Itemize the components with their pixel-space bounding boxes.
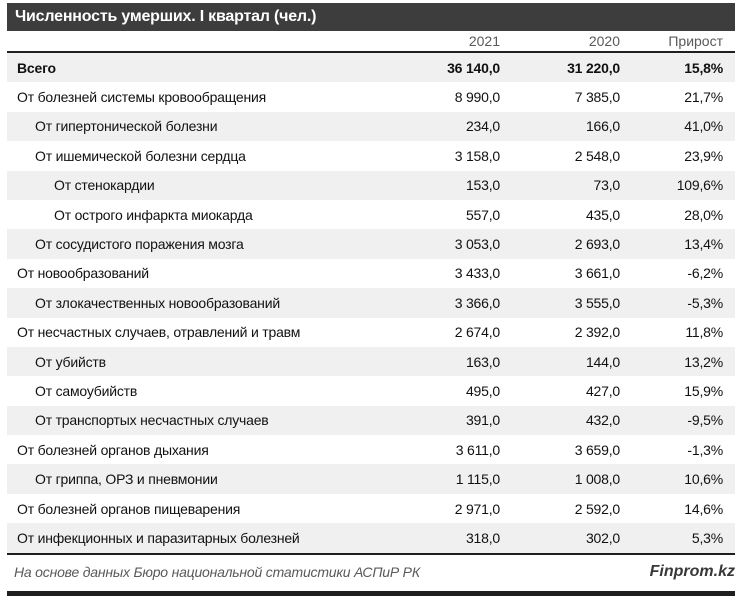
table-row: От гриппа, ОРЗ и пневмонии 1 115,0 1 008,0… bbox=[7, 464, 735, 494]
value-growth: -9,5% bbox=[687, 412, 723, 429]
table-row: От инфекционных и паразитарных болезней 3… bbox=[7, 523, 735, 553]
value-2021: 3 158,0 bbox=[454, 147, 501, 164]
row-label: От инфекционных и паразитарных болезней bbox=[17, 529, 300, 546]
value-2020: 2 693,0 bbox=[574, 236, 621, 253]
row-label: От гипертонической болезни bbox=[35, 118, 218, 135]
row-label: От сосудистого поражения мозга bbox=[35, 236, 244, 253]
value-2021: 3 366,0 bbox=[454, 294, 501, 311]
value-2021: 36 140,0 bbox=[447, 59, 500, 76]
value-2020: 3 659,0 bbox=[574, 441, 621, 458]
value-2020: 427,0 bbox=[585, 382, 620, 399]
value-2020: 1 008,0 bbox=[574, 471, 621, 488]
value-growth: 11,8% bbox=[685, 324, 723, 341]
row-label: От болезней системы кровообращения bbox=[17, 89, 267, 106]
column-header-2020: 2020 bbox=[588, 33, 620, 49]
value-2020: 166,0 bbox=[585, 118, 620, 135]
value-growth: 21,7% bbox=[684, 89, 723, 106]
table-row: От новообразований 3 433,0 3 661,0 -6,2% bbox=[7, 258, 735, 289]
column-header-growth: Прирост bbox=[668, 33, 723, 49]
table-row: От болезней органов дыхания 3 611,0 3 659,… bbox=[7, 435, 735, 465]
row-label: От злокачественных новообразований bbox=[35, 294, 280, 311]
value-growth: 15,8% bbox=[684, 59, 723, 76]
value-2020: 73,0 bbox=[593, 177, 621, 194]
value-2020: 302,0 bbox=[585, 529, 620, 546]
value-2021: 3 433,0 bbox=[454, 265, 501, 282]
value-2020: 2 548,0 bbox=[574, 147, 621, 164]
source-note: На основе данных Бюро национальной стати… bbox=[14, 564, 420, 580]
value-2021: 153,0 bbox=[465, 177, 500, 194]
value-2021: 2 674,0 bbox=[454, 324, 501, 341]
value-growth: -6,2% bbox=[687, 265, 723, 282]
value-2021: 557,0 bbox=[465, 206, 500, 223]
row-label: От гриппа, ОРЗ и пневмонии bbox=[35, 471, 218, 488]
value-growth: 23,9% bbox=[684, 147, 723, 164]
table-row: От болезней органов пищеварения 2 971,0 2 … bbox=[7, 493, 735, 524]
value-2020: 2 392,0 bbox=[574, 324, 621, 341]
value-2021: 495,0 bbox=[465, 382, 500, 399]
table-row: От стенокардии 153,0 73,0 109,6% bbox=[7, 170, 735, 200]
column-header-2021: 2021 bbox=[468, 33, 500, 49]
value-2021: 391,0 bbox=[465, 412, 500, 429]
table-row: От транспортых несчастных случаев 391,0 43… bbox=[7, 405, 735, 436]
row-label: От болезней органов пищеварения bbox=[17, 500, 241, 517]
table-body: Всего 36 140,0 31 220,0 15,8% От болезней си… bbox=[7, 53, 735, 555]
footer: На основе данных Бюро национальной стати… bbox=[7, 558, 735, 586]
row-label: От несчастных случаев, отравлений и трав… bbox=[17, 324, 301, 341]
table-row: От гипертонической болезни 234,0 166,0 41,0… bbox=[7, 111, 735, 142]
value-growth: 14,6% bbox=[684, 500, 723, 517]
value-2021: 3 053,0 bbox=[454, 236, 501, 253]
row-label: От транспортых несчастных случаев bbox=[35, 412, 269, 429]
bottom-bar bbox=[7, 591, 735, 596]
value-2020: 7 385,0 bbox=[574, 89, 621, 106]
value-growth: -1,3% bbox=[687, 441, 723, 458]
table-row: От убийств 163,0 144,0 13,2% bbox=[7, 346, 735, 377]
row-label: От ишемической болезни сердца bbox=[35, 147, 246, 164]
value-growth: 10,6% bbox=[684, 471, 723, 488]
value-2020: 3 555,0 bbox=[574, 294, 621, 311]
value-growth: 109,6% bbox=[676, 177, 723, 194]
value-2020: 31 220,0 bbox=[567, 59, 620, 76]
value-2021: 234,0 bbox=[465, 118, 500, 135]
row-label: От стенокардии bbox=[54, 177, 155, 194]
page-title: Численность умерших. I квартал (чел.) bbox=[15, 8, 317, 25]
value-2020: 144,0 bbox=[585, 353, 620, 370]
value-growth: 41,0% bbox=[684, 118, 723, 135]
brand-logo: Finprom.kz bbox=[649, 563, 735, 580]
table-row: От ишемической болезни сердца 3 158,0 2 54… bbox=[7, 141, 735, 171]
row-label: От новообразований bbox=[17, 265, 149, 282]
value-growth: 13,2% bbox=[684, 353, 723, 370]
table-row: От острого инфаркта миокарда 557,0 435,0 28… bbox=[7, 199, 735, 230]
value-2021: 2 971,0 bbox=[454, 500, 501, 517]
value-2021: 163,0 bbox=[465, 353, 500, 370]
table-row: От несчастных случаев, отравлений и трав… bbox=[7, 317, 735, 347]
table-row: Всего 36 140,0 31 220,0 15,8% bbox=[7, 53, 735, 83]
value-2021: 1 115,0 bbox=[455, 471, 500, 488]
value-2021: 3 611,0 bbox=[455, 441, 500, 458]
value-growth: 13,4% bbox=[684, 236, 723, 253]
column-header-row: 2021 2020 Прирост bbox=[7, 31, 735, 53]
value-growth: 5,3% bbox=[691, 529, 723, 546]
row-label: Всего bbox=[17, 59, 56, 76]
value-2020: 2 592,0 bbox=[574, 500, 621, 517]
table-title-bar: Численность умерших. I квартал (чел.) bbox=[7, 3, 735, 31]
row-label: От острого инфаркта миокарда bbox=[54, 206, 253, 223]
value-2021: 318,0 bbox=[465, 529, 500, 546]
value-2020: 435,0 bbox=[585, 206, 620, 223]
value-2020: 432,0 bbox=[585, 412, 620, 429]
value-2020: 3 661,0 bbox=[574, 265, 621, 282]
row-label: От самоубийств bbox=[35, 382, 138, 399]
table-row: От злокачественных новообразований 3 366,… bbox=[7, 288, 735, 318]
value-2021: 8 990,0 bbox=[454, 89, 501, 106]
table-row: От болезней системы кровообращения 8 990,… bbox=[7, 82, 735, 112]
row-label: От болезней органов дыхания bbox=[17, 441, 209, 458]
value-growth: 28,0% bbox=[684, 206, 723, 223]
row-label: От убийств bbox=[35, 353, 106, 370]
table-row: От сосудистого поражения мозга 3 053,0 2 6… bbox=[7, 229, 735, 259]
value-growth: -5,3% bbox=[687, 294, 723, 311]
table-row: От самоубийств 495,0 427,0 15,9% bbox=[7, 376, 735, 406]
value-growth: 15,9% bbox=[684, 382, 723, 399]
